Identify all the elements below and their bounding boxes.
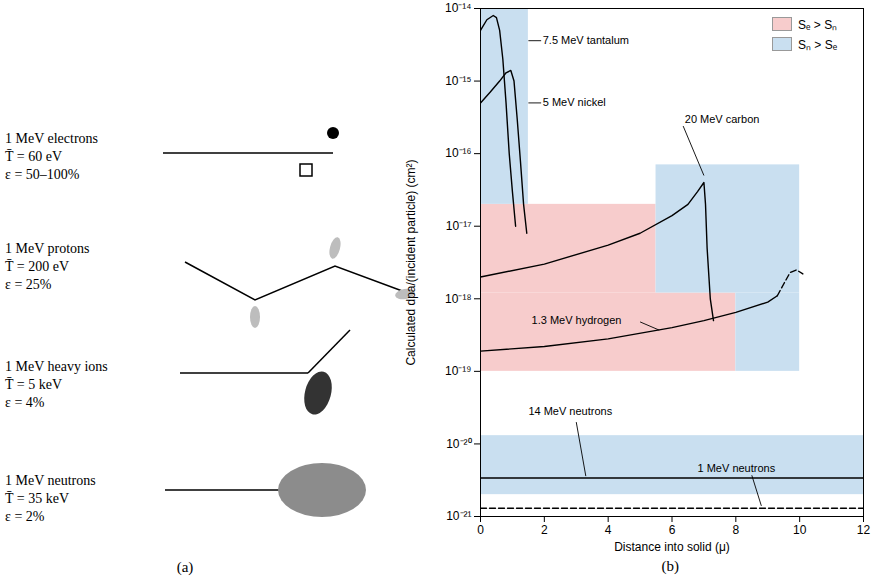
svg-text:1 MeV neutrons: 1 MeV neutrons: [5, 473, 96, 488]
svg-text:Distance into solid (μ): Distance into solid (μ): [614, 540, 730, 554]
svg-text:10: 10: [793, 523, 807, 537]
svg-text:1 MeV electrons: 1 MeV electrons: [5, 131, 98, 146]
svg-text:6: 6: [669, 523, 676, 537]
svg-text:Calculated dpa/(incident parti: Calculated dpa/(incident particle) (cm²): [404, 159, 418, 365]
svg-text:T̄ = 200 eV: T̄ = 200 eV: [5, 259, 69, 274]
svg-text:(a): (a): [177, 559, 194, 576]
svg-text:10⁻¹⁴: 10⁻¹⁴: [445, 1, 472, 15]
svg-text:10⁻²¹: 10⁻²¹: [446, 509, 471, 523]
svg-text:T̄ = 60 eV: T̄ = 60 eV: [5, 149, 62, 164]
svg-text:12: 12: [857, 523, 871, 537]
svg-text:ε = 50–100%: ε = 50–100%: [5, 167, 80, 182]
svg-text:10⁻¹⁸: 10⁻¹⁸: [445, 292, 471, 306]
svg-text:1 MeV heavy ions: 1 MeV heavy ions: [5, 359, 108, 374]
svg-text:1.3 MeV hydrogen: 1.3 MeV hydrogen: [532, 314, 622, 326]
svg-text:T̄ = 35 keV: T̄ = 35 keV: [5, 491, 69, 506]
html-text:Sₑ > Sₙ: Sₑ > Sₙ: [798, 17, 838, 32]
svg-text:10⁻¹⁵: 10⁻¹⁵: [445, 74, 471, 88]
svg-text:ε = 2%: ε = 2%: [5, 509, 45, 524]
svg-text:10⁻¹⁶: 10⁻¹⁶: [445, 146, 471, 160]
svg-text:1 MeV neutrons: 1 MeV neutrons: [698, 462, 776, 474]
svg-text:ε = 25%: ε = 25%: [5, 277, 52, 292]
svg-text:7.5 MeV tantalum: 7.5 MeV tantalum: [543, 34, 629, 46]
svg-text:10⁻²⁰: 10⁻²⁰: [446, 437, 471, 451]
svg-text:0: 0: [477, 523, 484, 537]
svg-text:20 MeV carbon: 20 MeV carbon: [685, 113, 760, 125]
html-text:Sₙ > Sₑ: Sₙ > Sₑ: [798, 37, 838, 52]
svg-text:1 MeV protons: 1 MeV protons: [5, 241, 90, 256]
svg-text:T̄ = 5 keV: T̄ = 5 keV: [5, 377, 62, 392]
svg-text:ε = 4%: ε = 4%: [5, 395, 45, 410]
svg-text:8: 8: [732, 523, 739, 537]
svg-text:10⁻¹⁷: 10⁻¹⁷: [446, 219, 472, 233]
svg-text:5 MeV nickel: 5 MeV nickel: [543, 96, 606, 108]
svg-text:10⁻¹⁹: 10⁻¹⁹: [445, 364, 471, 378]
svg-text:14 MeV neutrons: 14 MeV neutrons: [528, 405, 612, 417]
svg-text:2: 2: [541, 523, 548, 537]
svg-text:4: 4: [605, 523, 612, 537]
html-text:(b): (b): [661, 558, 679, 574]
